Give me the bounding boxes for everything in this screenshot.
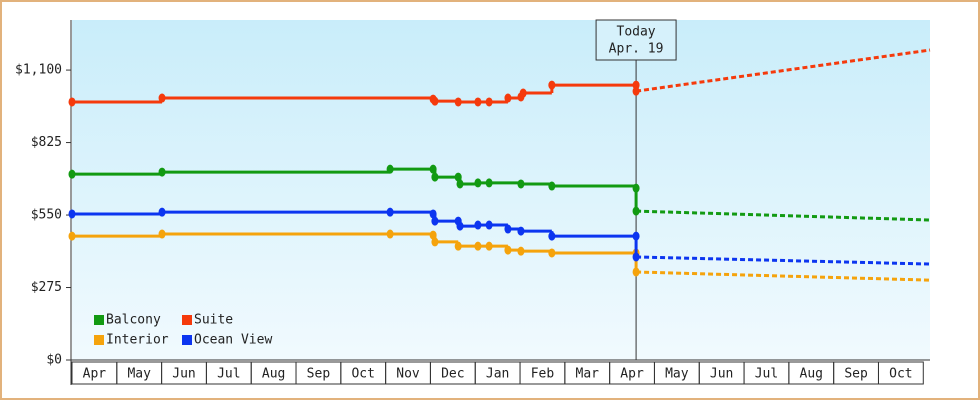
x-tick-label: Mar bbox=[576, 367, 600, 382]
legend-swatch bbox=[182, 315, 192, 325]
price-marker bbox=[68, 209, 76, 219]
price-marker bbox=[68, 97, 76, 107]
x-tick-label: Jan bbox=[486, 367, 509, 382]
legend-label: Interior bbox=[106, 333, 169, 348]
price-marker bbox=[485, 97, 493, 107]
price-marker bbox=[431, 172, 439, 182]
today-label: Today bbox=[617, 25, 656, 40]
price-marker bbox=[548, 248, 556, 258]
x-tick-label: Feb bbox=[531, 367, 555, 382]
price-marker bbox=[456, 179, 464, 189]
x-tick-label: Jun bbox=[172, 367, 195, 382]
price-marker bbox=[474, 220, 482, 230]
price-marker bbox=[431, 216, 439, 226]
price-marker bbox=[504, 93, 512, 103]
price-marker bbox=[474, 241, 482, 251]
legend-label: Suite bbox=[194, 313, 233, 328]
x-tick-label: Sep bbox=[844, 367, 868, 382]
price-marker bbox=[158, 93, 166, 103]
price-marker bbox=[632, 231, 640, 241]
y-tick-label: $1,100 bbox=[15, 63, 62, 78]
price-marker bbox=[504, 224, 512, 234]
today-box bbox=[595, 19, 677, 61]
price-marker bbox=[548, 80, 556, 90]
legend-swatch bbox=[182, 335, 192, 345]
forecast-marker bbox=[632, 86, 640, 96]
price-marker bbox=[158, 207, 166, 217]
price-marker bbox=[485, 241, 493, 251]
x-tick-label: Jul bbox=[217, 367, 240, 382]
price-marker bbox=[158, 229, 166, 239]
forecast-line bbox=[635, 48, 931, 93]
month-box bbox=[877, 361, 924, 385]
price-marker bbox=[429, 230, 437, 240]
price-marker bbox=[431, 237, 439, 247]
price-marker bbox=[504, 245, 512, 255]
forecast-line bbox=[636, 209, 931, 222]
price-marker bbox=[485, 220, 493, 230]
y-tick-label: $0 bbox=[46, 353, 62, 368]
x-tick-label: Aug bbox=[262, 367, 285, 382]
price-marker bbox=[431, 96, 439, 106]
price-marker bbox=[519, 88, 527, 98]
price-marker bbox=[454, 241, 462, 251]
price-marker bbox=[456, 221, 464, 231]
price-marker bbox=[429, 209, 437, 219]
price-marker bbox=[454, 97, 462, 107]
legend-label: Ocean View bbox=[194, 333, 272, 348]
price-marker bbox=[474, 97, 482, 107]
y-tick-label: $550 bbox=[31, 208, 62, 223]
legend-swatch bbox=[94, 335, 104, 345]
price-marker bbox=[485, 178, 493, 188]
x-tick-label: May bbox=[127, 367, 151, 382]
plot-area bbox=[72, 20, 930, 360]
y-tick-label: $825 bbox=[31, 135, 62, 150]
x-tick-label: Dec bbox=[441, 367, 464, 382]
forecast-marker bbox=[632, 267, 640, 277]
price-marker bbox=[454, 172, 462, 182]
price-marker bbox=[517, 179, 525, 189]
price-marker bbox=[517, 246, 525, 256]
x-tick-label: Jul bbox=[755, 367, 778, 382]
legend-swatch bbox=[94, 315, 104, 325]
forecast-line bbox=[636, 255, 931, 266]
x-tick-label: May bbox=[665, 367, 689, 382]
price-marker bbox=[517, 226, 525, 236]
price-marker bbox=[386, 229, 394, 239]
price-marker bbox=[474, 178, 482, 188]
price-marker bbox=[386, 164, 394, 174]
price-marker bbox=[386, 207, 394, 217]
y-tick-label: $275 bbox=[31, 280, 62, 295]
forecast-marker bbox=[632, 206, 640, 216]
x-tick-label: Oct bbox=[889, 367, 912, 382]
x-tick-label: Aug bbox=[800, 367, 823, 382]
x-tick-label: Sep bbox=[307, 367, 331, 382]
x-tick-label: Apr bbox=[83, 367, 107, 382]
forecast-marker bbox=[632, 252, 640, 262]
forecast-line bbox=[636, 270, 931, 282]
x-tick-label: Apr bbox=[620, 367, 644, 382]
legend-label: Balcony bbox=[106, 313, 161, 328]
price-marker bbox=[429, 164, 437, 174]
price-marker bbox=[632, 183, 640, 193]
today-date: Apr. 19 bbox=[609, 42, 664, 57]
price-marker bbox=[68, 169, 76, 179]
x-tick-label: Jun bbox=[710, 367, 733, 382]
price-marker bbox=[68, 231, 76, 241]
price-marker bbox=[548, 181, 556, 191]
price-marker bbox=[158, 167, 166, 177]
x-tick-label: Nov bbox=[396, 367, 420, 382]
x-tick-label: Oct bbox=[351, 367, 374, 382]
price-marker bbox=[548, 231, 556, 241]
